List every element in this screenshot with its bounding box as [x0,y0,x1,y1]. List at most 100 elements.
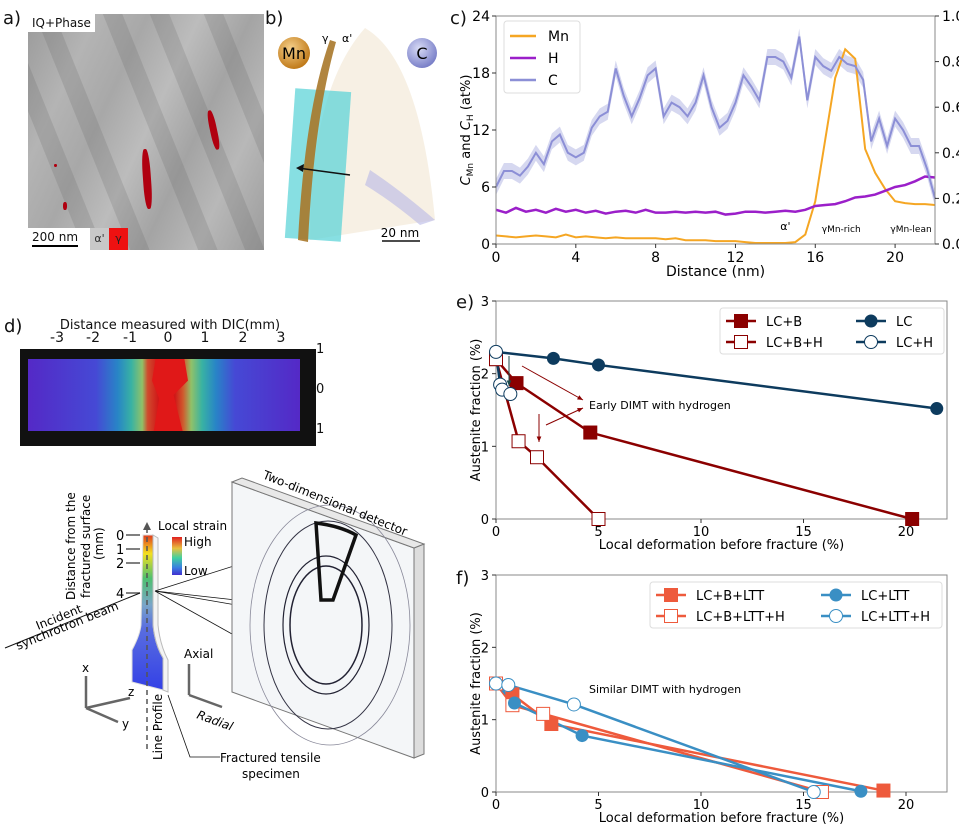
line-profile-label: Line Profile [151,694,165,760]
y-right-tick-label: 1.0 [942,9,959,25]
data-point-lc-b-h [511,434,526,449]
y-tick-label: 2 [481,641,489,656]
integration-sector [314,521,359,602]
austenite-grain [140,148,154,210]
x-axis-label: Local deformation before fracture (%) [599,811,844,826]
chart-f: 0 5 10 15 20 0 1 2 3 Local deformation before fra… [469,569,948,826]
distance-axis-label-1: Distance from the [64,492,78,600]
data-point-lc-ltt [507,696,521,710]
series-line-lc-b-ltt-h [495,682,823,794]
legend-label: LC+H [896,336,933,351]
x-tick-label: 12 [727,250,745,266]
data-point-lc-b [583,425,598,440]
dic-x-tick: 3 [276,330,286,346]
distance-ticks: 012 4 [116,529,140,602]
y-tick-label: 1 [481,714,489,729]
dic-y-axis: 1 0 1 [310,342,340,452]
ebsd-phase-map: IQ+Phase 200 nm α' γ [28,14,264,250]
profile-arrow-icon [297,167,351,176]
x-tick-label: 15 [795,525,812,540]
panel-e-label: e) [456,292,475,313]
legend-marker [734,335,748,349]
annotation-arrow [545,407,584,426]
legend-marker [829,588,843,602]
legend-marker [829,609,843,623]
x-tick-label: 4 [571,250,580,266]
austenite-grain [54,164,57,167]
data-point-lc-b-h [530,450,544,465]
mn-sphere-icon [278,37,310,69]
legend-label: LC+LTT+H [861,610,930,625]
axis-y-label: y [122,717,129,731]
annotation-gamma-rich: γMn-rich [822,225,861,235]
phase-legend-gamma: γ [109,228,128,250]
data-point-lc-b-ltt-h [536,706,551,721]
legend-label-h: H [548,51,559,67]
iq-phase-label: IQ+Phase [28,14,95,32]
panel-c-label: c) [450,8,467,29]
strain-high-label: High [184,535,212,549]
c-label: C [416,44,427,63]
legend-label: LC+LTT [861,589,909,604]
axial-radial-axes-icon [187,664,223,709]
y-axis-label: CMn and CH (at%) [459,75,476,186]
plot-frame [495,300,948,520]
down-arrow-icon-head [536,436,542,442]
c-sphere-icon [407,38,437,68]
y-axis-label: Austenite fraction (%) [469,339,484,482]
legend-marker [864,314,878,328]
x-tick-label: 20 [886,250,904,266]
y-tick-label: 0 [481,513,489,528]
carbon-region [365,170,435,225]
x-tick-label: 20 [898,798,915,813]
dic-y-tick: 0 [316,382,325,397]
gamma-lath [298,40,336,242]
diffraction-ring [282,555,370,695]
y-tick-label: 3 [481,295,489,310]
series-line-h [495,175,936,216]
down-arrow-icon-head [506,380,512,386]
y-tick-label: 0 [481,237,490,253]
legend-marker [664,609,678,623]
panel-f-label: f) [456,568,470,589]
data-point-lc-ltt-h [501,677,516,692]
chart-e: 0 5 10 15 20 0 1 2 3 Local deformation before fra… [469,295,948,553]
legend-box [503,20,581,94]
legend-marker [734,314,748,328]
gamma-label: γ [322,32,329,45]
x-tick-label: 5 [594,798,602,813]
legend-label: LC+B+H [766,336,823,351]
annotation-similar-dimt: Similar DIMT with hydrogen [589,683,741,696]
legend-label: LC+B+LTT+H [696,610,785,625]
series-line-lc-b [495,358,913,521]
y-tick-label: 24 [472,9,490,25]
legend-label: LC+B [766,315,802,330]
mn-label: Mn [282,44,306,63]
series-line-lc-ltt-h [495,682,815,794]
chart-c: 0 4 8 12 16 20 0 6 12 18 24 0.0 0.2 0.4 0.6 0.8 1.0 Dista… [459,9,959,280]
data-point-lc-ltt [854,784,868,798]
specimen-label-2: specimen [242,767,300,781]
axial-label: Axial [184,647,213,661]
dic-strain-map [20,349,316,446]
data-point-lc-b-ltt [876,783,891,798]
x-tick-label: 8 [651,250,660,266]
y-tick-label: 1 [481,440,489,455]
distance-tick-label: 0 [116,529,124,544]
y-right-tick-label: 0.0 [942,237,959,253]
y-tick-label: 3 [481,569,489,584]
panel-b-label: b) [265,8,284,29]
dic-x-axis: -3 -2 -1 0 1 2 3 [0,330,340,350]
y-tick-label: 18 [472,66,490,82]
dic-title: Distance measured with DIC(mm) [59,318,281,333]
x-tick-label: 0 [492,798,500,813]
y-right-tick-label: 0.6 [942,100,959,116]
distance-tick-label: 2 [116,557,124,572]
legend-marker [664,588,678,602]
data-point-lc-h [489,344,503,359]
data-point-lc-ltt-h [489,676,503,691]
axis-x-label: x [82,661,89,675]
diffraction-ring [263,520,393,730]
y-tick-label: 2 [481,368,489,383]
legend-label: LC [896,315,912,330]
